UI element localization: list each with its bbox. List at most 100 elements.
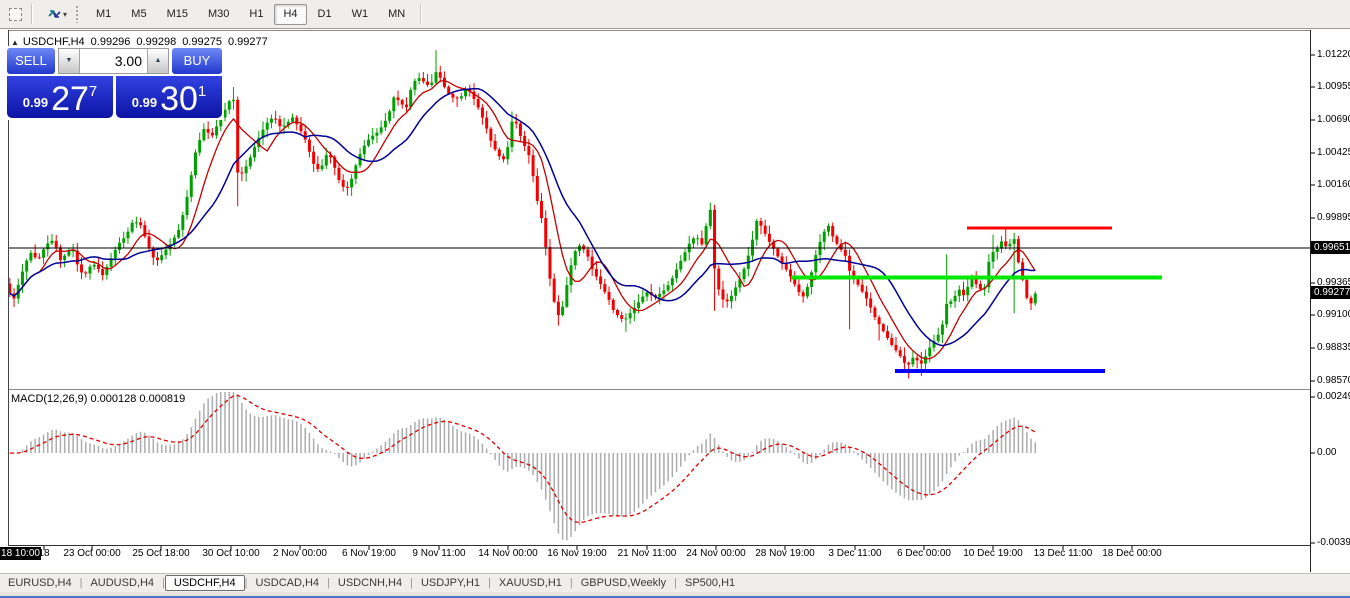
chart-tab-audusd-h4[interactable]: AUDUSD,H4 [90, 577, 155, 589]
time-tick-label: 28 Nov 19:00 [755, 548, 815, 559]
time-tick-label: 9 Nov 11:00 [412, 548, 466, 559]
timeframe-button-M5[interactable]: M5 [131, 7, 147, 20]
ma-slow-line [9, 87, 1036, 347]
time-tick-label: 25 Oct 18:00 [132, 548, 190, 559]
buy-button[interactable]: BUY [172, 48, 222, 74]
chart-tab-usdcnh-h4[interactable]: USDCNH,H4 [337, 577, 403, 589]
buy-price-prefix: 0.99 [131, 95, 158, 110]
macd-indicator-label: MACD(12,26,9) 0.000128 0.000819 [11, 393, 186, 405]
chart-tab-eurusd-h4[interactable]: EURUSD,H4 [8, 577, 72, 589]
price-tick-label: 0.99895 [1317, 212, 1350, 223]
chart-tab-usdcad-h4[interactable]: USDCAD,H4 [255, 577, 320, 589]
price-tick-label: 1.00425 [1317, 147, 1350, 158]
template-icon[interactable] [4, 3, 26, 25]
chart-tab-gbpusd-weekly[interactable]: GBPUSD,Weekly [580, 577, 667, 589]
chart-title: ▲ USDCHF,H4 0.99296 0.99298 0.99275 0.99277 [11, 36, 274, 48]
hline-price-marker: 0.99651 [1311, 241, 1350, 254]
time-tick-label: 16 Nov 19:00 [547, 548, 607, 559]
dropdown-caret-icon[interactable]: ▾ [62, 9, 67, 19]
timeframe-group: M1 M5 M15 M30 H1 H4 D1 W1 MN [86, 3, 415, 25]
time-tick-label: 30 Oct 10:00 [202, 548, 260, 559]
collapse-chart-icon[interactable]: ▲ [11, 38, 19, 47]
time-tick-label: 24 Nov 00:00 [686, 548, 746, 559]
candles-layer [8, 50, 1037, 379]
chart-tab-xauusd-h1[interactable]: XAUUSD,H1 [498, 577, 562, 589]
sell-button[interactable]: SELL [7, 48, 55, 74]
price-tick-label: 0.98835 [1317, 342, 1350, 353]
price-tick-label: 1.01220 [1317, 49, 1350, 60]
macd-tick-label: 0.00 [1317, 447, 1337, 458]
tile-windows-icon[interactable]: ▾ [42, 3, 72, 25]
timeframe-button-M1[interactable]: M1 [96, 7, 112, 20]
toolbar-separator [31, 4, 33, 24]
dashed-square-icon [8, 7, 22, 21]
buy-price-button[interactable]: 0.99 30 1 [116, 76, 222, 118]
toolbar-drag-handle[interactable] [75, 5, 80, 23]
status-strip [0, 592, 1350, 596]
tab-separator: | [162, 577, 165, 589]
swap-arrows-icon [48, 10, 61, 18]
timeframe-button-D1[interactable]: D1 [317, 7, 332, 20]
time-tick-label: 21 Nov 11:00 [617, 548, 677, 559]
trade-panel-price-row: 0.99 27 7 0.99 30 1 [7, 76, 222, 118]
level-lines [8, 226, 1310, 374]
top-toolbar: ▾ M1 M5 M15 M30 H1 H4 D1 W1 MN [0, 0, 1350, 29]
price-tick-label: 1.00160 [1317, 179, 1350, 190]
price-tick-label: 1.00955 [1317, 81, 1350, 92]
sell-price-button[interactable]: 0.99 27 7 [7, 76, 113, 118]
timeframe-button-H1[interactable]: H1 [249, 7, 264, 20]
bid-price-marker: 0.99277 [1311, 286, 1350, 299]
tab-separator: | [244, 577, 248, 589]
time-tick-label: 18 Dec 00:00 [1102, 548, 1162, 559]
chart-tab-usdchf-h4[interactable]: USDCHF,H4 [164, 575, 245, 591]
volume-increase-button[interactable]: ▲ [147, 49, 168, 73]
ohlc-close: 0.99277 [227, 36, 268, 48]
time-tick-label: 18 [38, 548, 50, 559]
time-tick-label: 13 Dec 11:00 [1033, 548, 1093, 559]
time-tick-label: 6 Nov 19:00 [342, 548, 396, 559]
buy-price-big: 30 [160, 80, 198, 118]
pane-borders [8, 30, 1311, 572]
timeframe-button-MN[interactable]: MN [388, 7, 406, 20]
tab-separator: | [79, 577, 83, 589]
timeframe-button-M30[interactable]: M30 [207, 7, 230, 20]
volume-input[interactable] [80, 49, 147, 73]
tab-separator: | [488, 577, 491, 589]
one-click-trading-panel: SELL ▼ ▲ BUY 0.99 27 7 0.99 30 1 [5, 46, 224, 120]
time-axis-marker: 18 10:00 [0, 547, 41, 560]
time-tick-label: 2 Nov 00:00 [273, 548, 327, 559]
tab-separator: | [327, 577, 330, 589]
sell-price-big: 27 [51, 80, 89, 118]
chart-symbol: USDCHF,H4 [22, 36, 85, 48]
ma-fast-line [9, 79, 1036, 360]
ohlc-high: 0.99298 [136, 36, 177, 48]
time-tick-label: 14 Nov 00:00 [478, 548, 538, 559]
tab-separator: | [569, 577, 573, 589]
timeframe-button-W1[interactable]: W1 [351, 7, 369, 20]
price-tick-label: 1.00690 [1317, 114, 1350, 125]
chart-tab-bar: EURUSD,H4 | AUDUSD,H4 | USDCHF,H4 | USDCAD,H4 |… [0, 573, 1350, 592]
toolbar-separator [420, 4, 423, 24]
trade-panel-top-row: SELL ▼ ▲ BUY [7, 48, 222, 74]
time-tick-label: 23 Oct 00:00 [63, 548, 121, 559]
price-tick-label: 0.99365 [1317, 277, 1350, 288]
chart-tab-usdjpy-h1[interactable]: USDJPY,H1 [420, 577, 481, 589]
time-tick-label: 6 Dec 00:00 [897, 548, 951, 559]
timeframe-button-H4[interactable]: H4 [274, 3, 307, 25]
timeframe-button-M15[interactable]: M15 [166, 7, 188, 20]
ohlc-low: 0.99275 [182, 36, 222, 48]
tab-separator: | [674, 577, 677, 589]
price-tick-label: 0.98570 [1317, 375, 1350, 386]
axis-ticks [43, 54, 1315, 550]
chart-tab-sp500-h1[interactable]: SP500,H1 [684, 577, 736, 589]
buy-price-pip: 1 [197, 83, 207, 100]
time-tick-label: 10 Dec 19:00 [963, 548, 1023, 559]
chart-window: ▲ USDCHF,H4 0.99296 0.99298 0.99275 0.99277 S… [0, 29, 1350, 573]
sell-price-prefix: 0.99 [22, 95, 49, 110]
macd-tick-label: -0.003913 [1317, 537, 1350, 548]
sell-price-pip: 7 [88, 83, 98, 100]
ohlc-open: 0.99296 [90, 36, 131, 48]
volume-decrease-button[interactable]: ▼ [59, 49, 80, 73]
chart-canvas[interactable] [0, 29, 1350, 573]
